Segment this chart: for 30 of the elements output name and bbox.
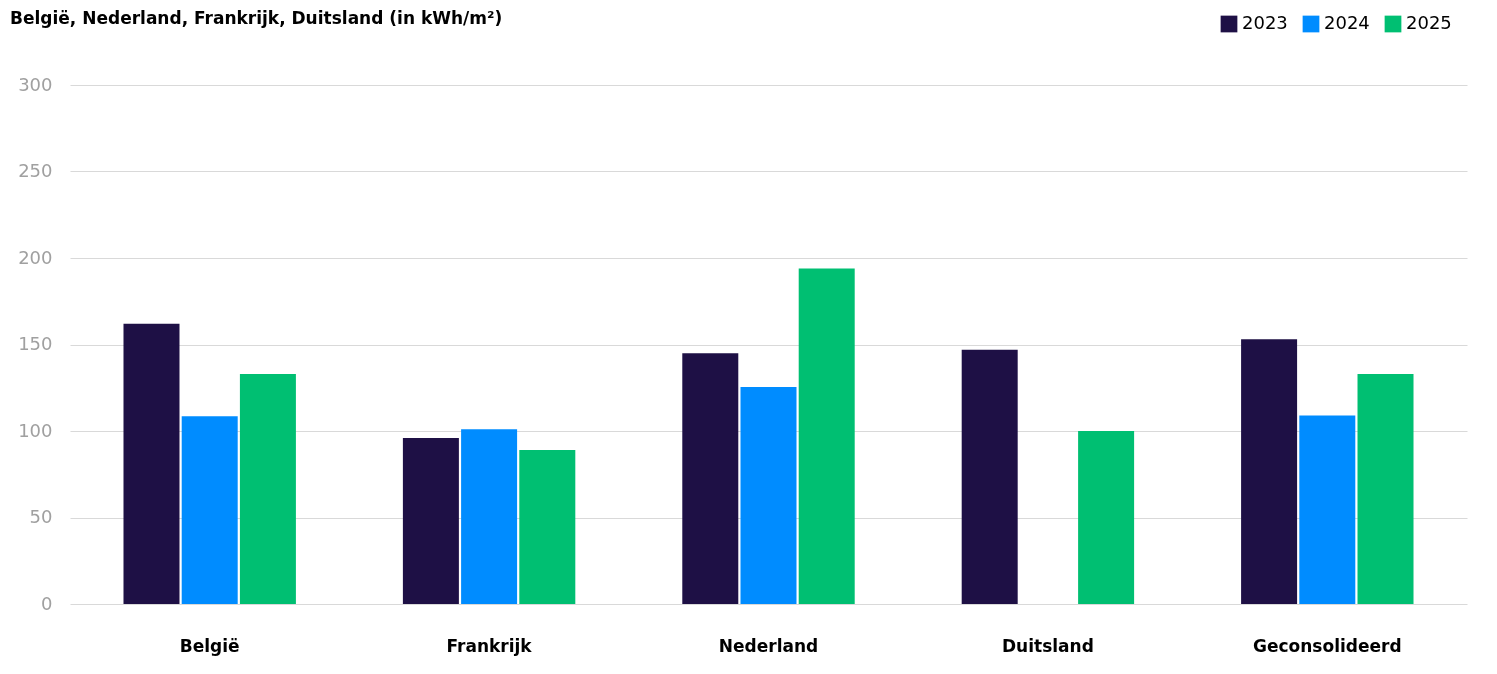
y-tick-label: 300 (18, 73, 53, 95)
bar (1357, 373, 1414, 604)
y-tick-label: 50 (29, 506, 53, 527)
bar (1078, 431, 1135, 604)
bar (519, 450, 576, 604)
chart-title: België, Nederland, Frankrijk, Duitsland (in kWh/m²) (10, 8, 503, 28)
bar (798, 268, 855, 604)
bar (239, 373, 296, 604)
legend-label: 2025 (1406, 12, 1452, 33)
x-tick-label: Duitsland (1001, 635, 1094, 656)
bar (461, 429, 518, 604)
x-tick-label: België (179, 635, 240, 656)
legend-label: 2024 (1324, 12, 1370, 33)
y-tick-label: 150 (18, 333, 53, 354)
x-tick-label: Geconsolideerd (1253, 635, 1402, 656)
bar (123, 323, 180, 604)
bar (682, 353, 739, 604)
bar (1299, 415, 1356, 604)
x-tick-label: Frankrijk (446, 635, 533, 656)
bar (961, 349, 1018, 604)
bar (181, 416, 238, 604)
y-tick-label: 250 (18, 160, 53, 181)
y-tick-label: 0 (41, 592, 53, 614)
y-tick-label: 100 (18, 419, 53, 441)
y-tick-label: 200 (18, 246, 53, 268)
bar (402, 437, 459, 604)
x-tick-label: Nederland (718, 635, 819, 656)
bar (740, 386, 797, 604)
legend-label: 2023 (1242, 12, 1288, 33)
bar (1241, 339, 1298, 604)
